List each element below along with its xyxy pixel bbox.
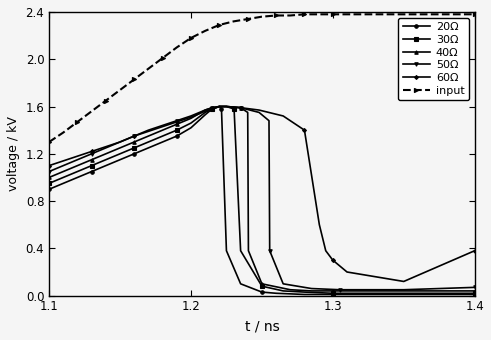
- X-axis label: t / ns: t / ns: [245, 319, 279, 333]
- Y-axis label: voltage / kV: voltage / kV: [7, 116, 20, 191]
- Legend: 20Ω, 30Ω, 40Ω, 50Ω, 60Ω, input: 20Ω, 30Ω, 40Ω, 50Ω, 60Ω, input: [398, 17, 469, 100]
